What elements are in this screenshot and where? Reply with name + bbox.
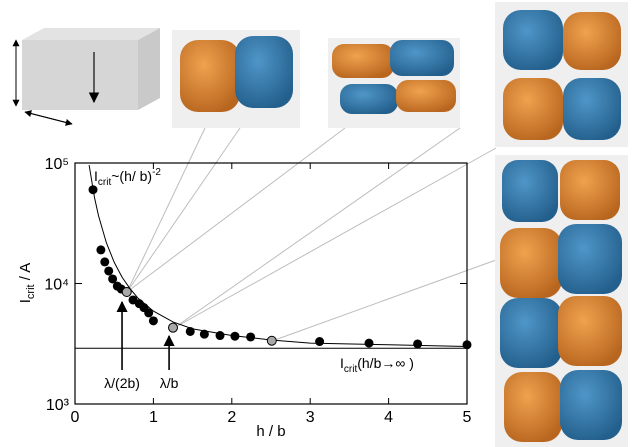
y-label-part: / A bbox=[17, 263, 34, 285]
data-point bbox=[100, 257, 110, 267]
data-point bbox=[104, 266, 114, 276]
data-point bbox=[168, 322, 178, 333]
x-tick-label: 3 bbox=[306, 409, 315, 426]
asym-label-part: I bbox=[340, 355, 344, 371]
data-point bbox=[462, 340, 472, 350]
fit-label-part: I bbox=[94, 168, 98, 184]
asym-label-part: crit bbox=[344, 364, 358, 375]
connectors bbox=[126, 127, 497, 342]
x-tick-label: 0 bbox=[71, 409, 80, 426]
x-tick-label: 5 bbox=[463, 409, 472, 426]
data-point bbox=[246, 332, 256, 342]
data-point bbox=[266, 335, 277, 346]
fit-label-part: ~(h/ b) bbox=[111, 168, 152, 184]
y-tick-label: 10⁴ bbox=[44, 277, 69, 294]
geometry-inset bbox=[12, 28, 160, 126]
x-tick-label: 4 bbox=[384, 409, 393, 426]
asym-label-part: (h/b→∞ ) bbox=[357, 355, 414, 371]
data-point bbox=[88, 185, 98, 195]
data-point bbox=[215, 331, 225, 341]
x-tick-label: 2 bbox=[227, 409, 236, 426]
y-label-part: crit bbox=[25, 284, 37, 299]
y-tick-label: 10³ bbox=[46, 397, 70, 414]
y-axis-label: Icrit / A bbox=[17, 263, 37, 304]
y-label-part: I bbox=[17, 299, 34, 303]
y-tick-label: 10⁵ bbox=[45, 156, 69, 173]
data-point bbox=[185, 326, 195, 336]
arrow-label: λ/b bbox=[160, 375, 179, 391]
data-point bbox=[144, 308, 154, 318]
asymptote-label: Icrit(h/b→∞ ) bbox=[340, 355, 414, 375]
data-point bbox=[315, 337, 325, 347]
x-tick-label: 1 bbox=[149, 409, 158, 426]
arrow-label: λ/(2b) bbox=[104, 375, 140, 391]
data-point bbox=[230, 331, 240, 341]
x-axis-label: h / b bbox=[256, 423, 285, 440]
data-point bbox=[413, 339, 423, 349]
fit-label-part: crit bbox=[98, 177, 112, 188]
fit-label: Icrit~(h/ b)-2 bbox=[94, 167, 161, 188]
data-point bbox=[199, 329, 209, 339]
render-insets bbox=[172, 2, 628, 447]
data-point bbox=[96, 245, 106, 255]
data-point bbox=[364, 338, 374, 348]
data-point bbox=[148, 316, 158, 326]
data-point bbox=[108, 274, 118, 284]
fit-label-part: -2 bbox=[152, 167, 161, 178]
plot: 0 1 2 3 4 5 10³ 10⁴ 10⁵ λ/(2b) λ/b bbox=[44, 156, 471, 426]
data-point bbox=[121, 287, 132, 298]
